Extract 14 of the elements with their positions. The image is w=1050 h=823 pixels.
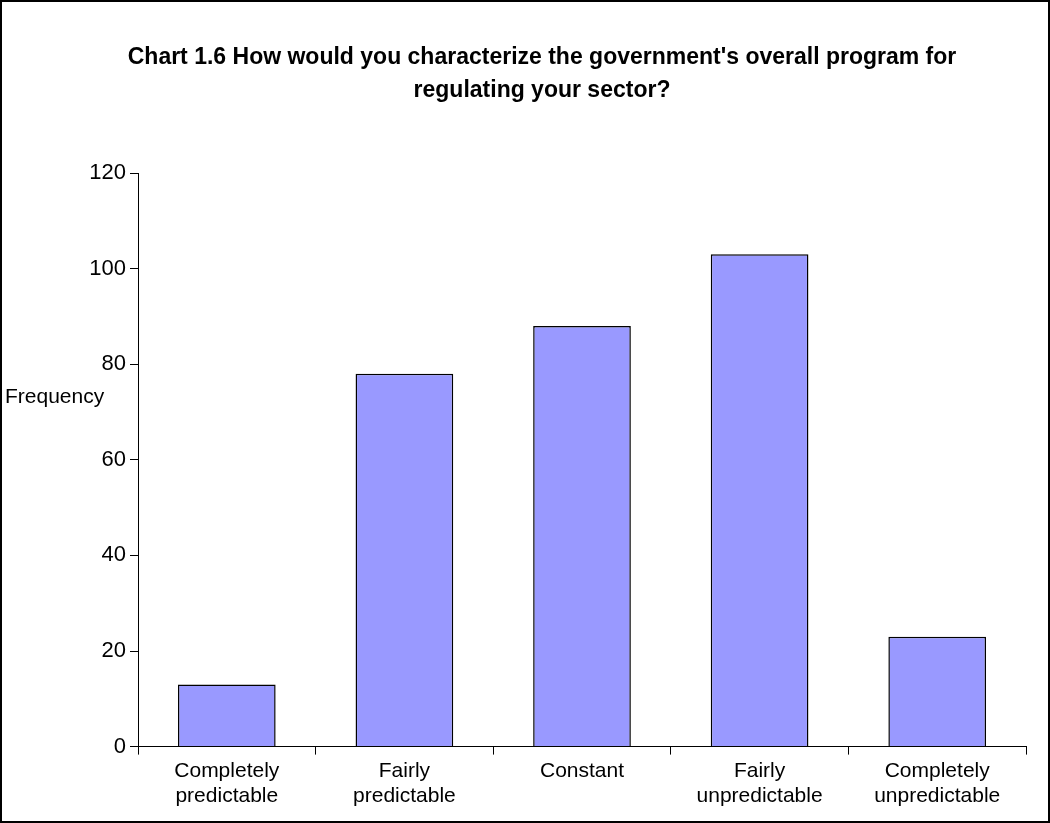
x-tick-label: Completely predictable xyxy=(174,758,280,807)
y-tick-label: 100 xyxy=(89,254,126,280)
x-tick-label: Fairly unpredictable xyxy=(696,758,823,807)
y-tick-label: 0 xyxy=(113,732,126,758)
y-tick-label: 40 xyxy=(101,541,126,567)
chart-title: Chart 1.6 How would you characterize the government's overall program for regulating your sector? xyxy=(126,42,958,104)
x-tick-label: Constant xyxy=(539,758,625,781)
x-tick-label: Fairly predictable xyxy=(353,758,456,807)
x-tick-label: Completely unpredictable xyxy=(874,758,1001,807)
y-tick-label: 60 xyxy=(101,445,126,471)
y-tick-label: 120 xyxy=(89,159,126,185)
y-tick-label: 20 xyxy=(101,637,126,663)
y-tick-label: 80 xyxy=(101,350,126,376)
y-axis-title: Frequency xyxy=(5,383,105,407)
